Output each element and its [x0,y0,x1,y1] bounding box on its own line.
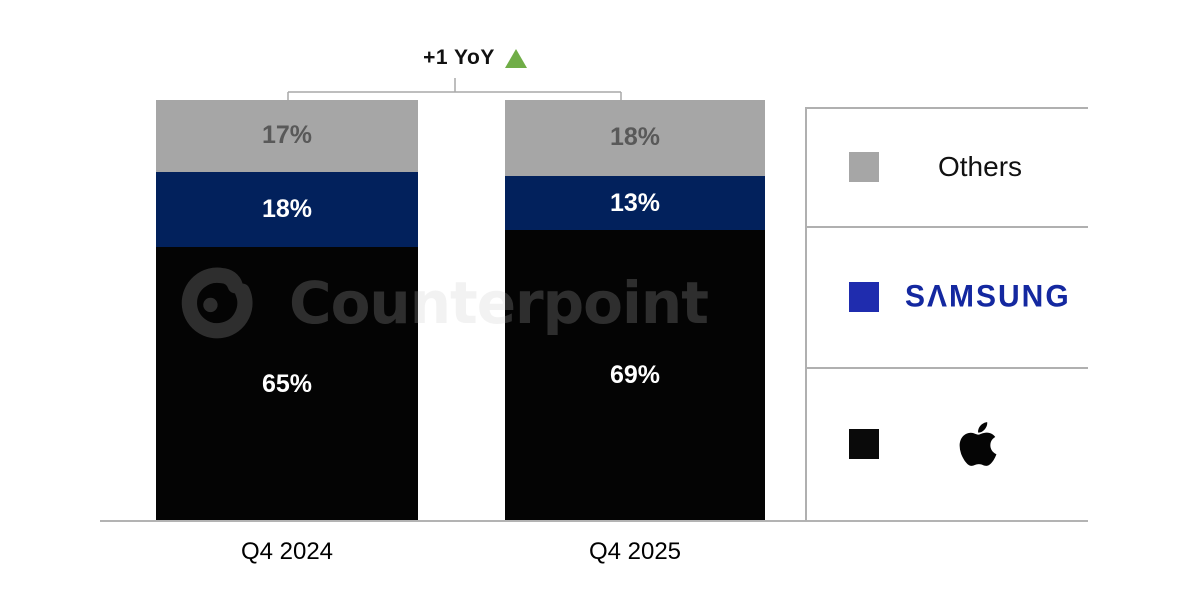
segment-value-label: 69% [609,361,661,390]
yoy-annotation-text: +1 YoY [423,46,495,69]
up-triangle-icon [504,48,527,68]
category-label-q4-2024: Q4 2024 [240,538,334,565]
bar-segment-apple-q4-2024: 65% [156,247,418,521]
segment-value-label: 13% [609,188,661,217]
yoy-annotation: +1 YoY [375,44,575,72]
segment-value-label: 65% [261,369,313,398]
category-label-q4-2025: Q4 2025 [588,538,682,565]
segment-value-label: 18% [609,123,661,152]
bar-segment-others-q4-2025: 18% [505,100,765,176]
segment-value-label: 18% [261,194,313,223]
stacked-bar-q4-2024: 17% 18% 65% [156,100,418,521]
bar-segment-samsung-q4-2025: 13% [505,175,765,231]
stacked-bar-q4-2025: 18% 13% 69% [505,100,765,521]
segment-value-label: 17% [261,121,313,150]
x-axis-line [100,520,1088,522]
bar-segment-others-q4-2024: 17% [156,100,418,172]
bar-segment-apple-q4-2025: 69% [505,230,765,521]
bar-segment-samsung-q4-2024: 18% [156,171,418,248]
